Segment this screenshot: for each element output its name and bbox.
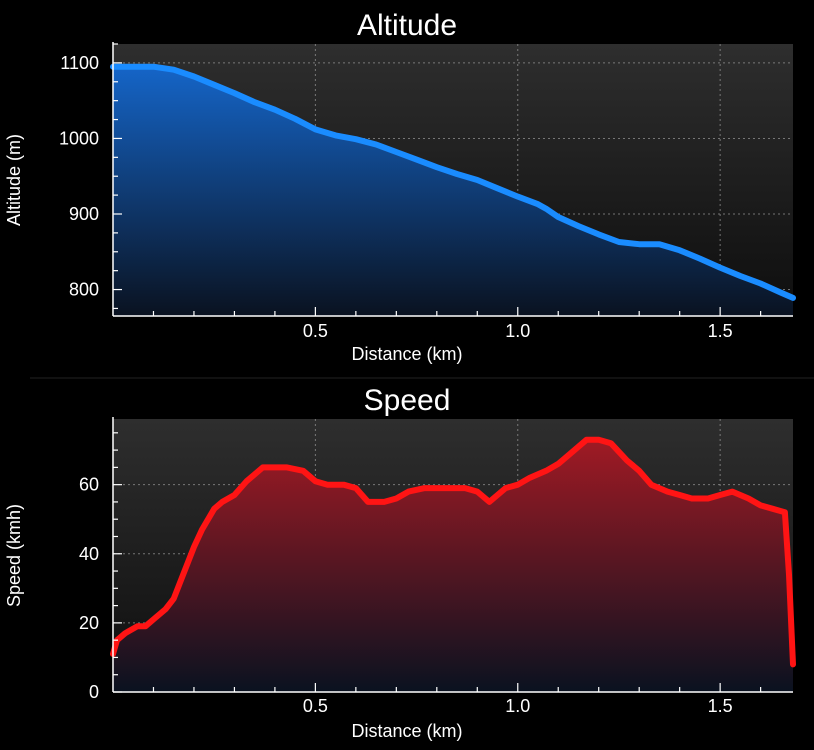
speed-x-tick-label: 1.5: [708, 696, 733, 716]
altitude-x-axis-label: Distance (km): [351, 344, 462, 364]
speed-x-axis-label: Distance (km): [351, 721, 462, 741]
speed-chart: 0.5 1.0 1.5 0 20 40 60 Speed Distance (km) Speed …: [4, 384, 796, 741]
speed-y-tick-label: 60: [79, 475, 99, 495]
altitude-x-tick-label: 0.5: [303, 321, 328, 341]
speed-y-axis-label: Speed (kmh): [4, 504, 24, 607]
speed-x-tick-label: 1.0: [505, 696, 530, 716]
speed-series-line: [110, 436, 796, 668]
altitude-chart: 0.5 1.0 1.5 800 900 1000 1100 Altitude Distance …: [4, 9, 796, 364]
altitude-x-tick-label: 1.0: [505, 321, 530, 341]
altitude-x-tick-label: 1.5: [708, 321, 733, 341]
speed-y-tick-label: 20: [79, 613, 99, 633]
altitude-y-tick-label: 1000: [59, 128, 99, 148]
speed-area-fill: [113, 439, 793, 692]
altitude-y-axis-label: Altitude (m): [4, 134, 24, 226]
altitude-y-tick-label: 800: [69, 280, 99, 300]
altitude-y-tick-label: 1100: [60, 53, 99, 73]
speed-chart-title: Speed: [364, 384, 451, 417]
altitude-area-fill: [113, 66, 793, 316]
speed-x-tick-label: 0.5: [303, 696, 328, 716]
speed-y-tick-label: 0: [89, 682, 99, 702]
altitude-series-line: [110, 63, 796, 301]
speed-y-tick-label: 40: [79, 544, 99, 564]
altitude-y-tick-label: 900: [69, 204, 99, 224]
altitude-chart-title: Altitude: [357, 9, 457, 42]
